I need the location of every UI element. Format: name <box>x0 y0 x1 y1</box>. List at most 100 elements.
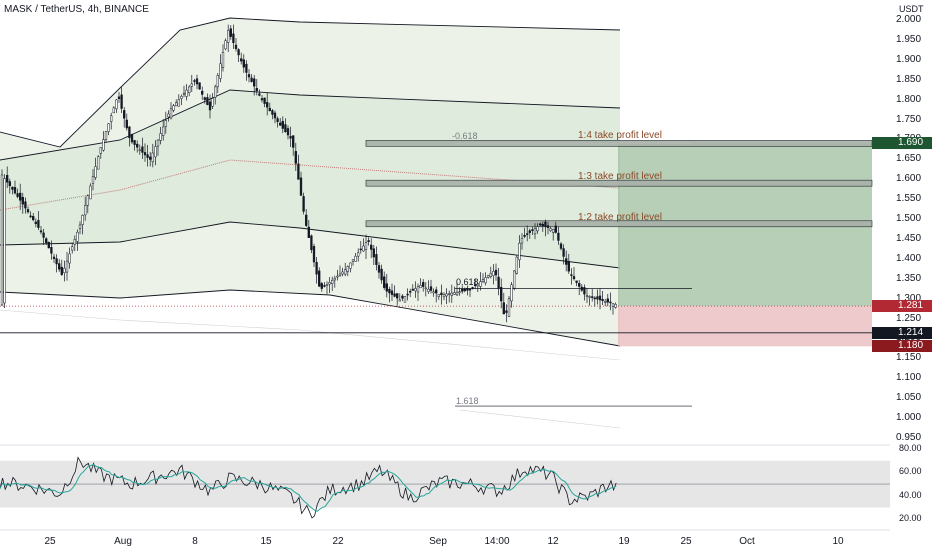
candle-body <box>380 268 383 281</box>
candle-body <box>424 287 427 290</box>
candle-body <box>325 284 329 287</box>
candle-body <box>505 310 508 313</box>
time-tick: Aug <box>114 536 132 547</box>
time-tick: 14:00 <box>484 536 510 547</box>
candle-body <box>21 197 24 205</box>
candle-body <box>578 283 581 287</box>
candle-body <box>201 90 204 95</box>
time-tick: 22 <box>332 536 344 547</box>
candle-body <box>91 176 95 184</box>
candle-body <box>601 298 604 301</box>
candle-body <box>583 287 586 295</box>
currency-label: USDT <box>899 4 924 14</box>
candle-body <box>143 152 147 156</box>
candle-body <box>401 295 404 299</box>
loss-zone <box>618 306 872 347</box>
candle-body <box>177 99 180 107</box>
symbol-title[interactable]: MASK / TetherUS, 4h, BINANCE <box>4 4 149 15</box>
candle-body <box>84 205 87 216</box>
candle-body <box>606 298 609 303</box>
candle-body <box>497 276 500 289</box>
candle-body <box>203 97 206 100</box>
candle-body <box>510 284 513 302</box>
price-tick: 1.800 <box>896 93 922 105</box>
candle-body <box>289 136 292 139</box>
candle-body <box>596 296 599 300</box>
candle-body <box>422 282 425 287</box>
candle-body <box>156 139 160 147</box>
candle-body <box>331 279 334 284</box>
candle-body <box>94 166 97 178</box>
candle-body <box>479 281 482 287</box>
candle-body <box>19 192 22 201</box>
candle-body <box>271 110 274 115</box>
candle-body <box>393 293 396 297</box>
price-tick: 1.150 <box>896 352 922 364</box>
candle-body <box>349 262 352 269</box>
candle-body <box>507 298 511 317</box>
candle-body <box>338 273 342 277</box>
band-line <box>0 17 621 148</box>
candle-body <box>206 97 209 106</box>
candle-body <box>60 266 63 275</box>
candle-body <box>273 112 277 119</box>
candle-body <box>414 288 417 292</box>
candle-body <box>78 224 82 229</box>
candle-body <box>52 256 56 259</box>
candle-body <box>502 302 505 315</box>
candle-body <box>471 287 474 289</box>
candle-body <box>292 135 295 148</box>
take-profit-levels <box>365 140 873 407</box>
time-tick: 12 <box>547 536 559 547</box>
time-tick: Sep <box>429 536 447 547</box>
candle-body <box>310 235 313 251</box>
candle-body <box>11 186 14 190</box>
price-badge: 1.214 <box>872 326 932 339</box>
tp-level-bar <box>365 220 873 228</box>
price-tick: 1.950 <box>896 33 922 45</box>
candle-body <box>37 220 40 228</box>
candle-body <box>151 152 154 163</box>
candle-body <box>112 107 115 114</box>
candle-body <box>227 30 230 43</box>
candle-body <box>416 286 420 293</box>
candle-body <box>453 292 456 295</box>
rsi-tick: 20.00 <box>899 513 922 524</box>
candle-body <box>198 82 201 90</box>
candle-body <box>474 284 477 287</box>
candle-body <box>263 97 266 104</box>
candle-body <box>588 296 591 298</box>
candle-body <box>195 78 199 85</box>
candle-body <box>47 242 50 249</box>
candle-body <box>562 248 565 257</box>
candle-body <box>102 139 105 151</box>
candle-body <box>221 51 225 68</box>
candle-body <box>16 193 19 197</box>
candle-body <box>354 255 357 262</box>
candle-body <box>26 209 30 213</box>
time-tick: 8 <box>192 536 198 547</box>
candle-body <box>24 201 27 209</box>
candle-body <box>450 292 453 296</box>
candle-body <box>216 75 219 88</box>
candle-body <box>141 146 144 153</box>
candle-body <box>515 256 518 274</box>
candle-body <box>58 263 61 270</box>
candle-body <box>520 238 524 244</box>
candle-body <box>552 229 555 233</box>
candle-body <box>377 265 381 273</box>
candle-body <box>411 288 414 291</box>
candle-body <box>266 102 269 108</box>
time-tick: 10 <box>832 536 844 547</box>
candle-body <box>323 285 326 287</box>
candle-body <box>458 291 461 293</box>
candle-body <box>180 96 183 99</box>
price-tick: 1.400 <box>896 252 922 264</box>
candle-body <box>250 77 253 82</box>
candle-body <box>68 253 71 264</box>
candle-body <box>42 232 45 238</box>
lower-faint-line <box>0 309 621 361</box>
candle-body <box>593 297 596 300</box>
candle-body <box>523 235 526 237</box>
